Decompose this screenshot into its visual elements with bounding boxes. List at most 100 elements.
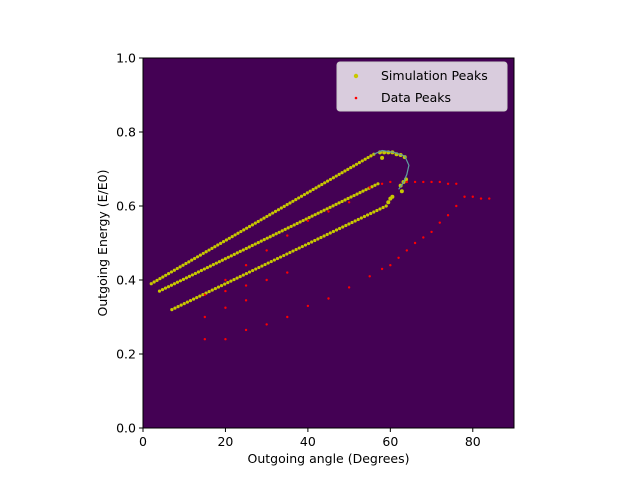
simulation-peak-point — [260, 264, 264, 268]
simulation-peak-point — [233, 233, 237, 237]
simulation-peak-point — [334, 202, 338, 206]
simulation-peak-point — [285, 252, 289, 256]
x-tick-label: 20 — [217, 434, 233, 449]
points-layer — [149, 150, 491, 341]
simulation-peak-point — [256, 219, 260, 224]
simulation-peak-point — [268, 213, 272, 217]
simulation-peak-point — [223, 282, 227, 286]
simulation-peak-point — [325, 179, 330, 183]
simulation-peak-point — [399, 189, 404, 194]
data-peak-point — [265, 278, 268, 282]
data-peak-point — [347, 201, 351, 204]
simulation-peak-point — [220, 258, 224, 262]
simulation-peak-point — [316, 211, 320, 215]
simulation-peak-point — [269, 259, 273, 264]
data-peak-point — [327, 297, 330, 300]
legend-marker-data — [354, 96, 358, 100]
simulation-peak-point — [216, 285, 221, 289]
simulation-peak-point — [247, 245, 251, 249]
data-peak-point — [203, 293, 207, 296]
simulation-peak-point — [352, 164, 356, 168]
simulation-peak-point — [232, 277, 236, 282]
simulation-peak-point — [311, 187, 315, 192]
simulation-peak-point — [247, 270, 252, 274]
x-axis-label: Outgoing angle (Degrees) — [248, 451, 410, 466]
simulation-peak-point — [247, 224, 252, 229]
simulation-peak-point — [160, 288, 165, 292]
simulation-peak-point — [201, 292, 205, 297]
simulation-peak-point — [251, 268, 255, 273]
simulation-peak-point — [250, 243, 254, 248]
simulation-peak-point — [341, 225, 345, 229]
simulation-peak-point — [259, 239, 263, 243]
simulation-peak-point — [316, 237, 320, 241]
simulation-peak-point — [169, 270, 174, 274]
data-peak-point — [265, 323, 268, 326]
simulation-peak-point — [313, 213, 317, 217]
simulation-peak-point — [310, 214, 314, 218]
simulation-peak-point — [297, 196, 301, 200]
simulation-peak-point — [334, 174, 338, 178]
simulation-peak-point — [357, 161, 361, 165]
data-peak-point — [438, 180, 441, 184]
y-tick-label: 0.2 — [116, 347, 136, 362]
data-peak-point — [389, 264, 392, 267]
simulation-peak-point — [328, 231, 332, 235]
simulation-peak-point — [187, 274, 192, 278]
simulation-peak-point — [337, 201, 341, 205]
data-peak-point — [430, 230, 433, 234]
simulation-peak-point — [235, 251, 239, 255]
simulation-peak-point — [288, 201, 292, 205]
simulation-peak-point — [223, 257, 227, 261]
data-peak-point — [389, 180, 392, 184]
simulation-peak-point — [320, 182, 324, 187]
simulation-peak-point — [375, 208, 379, 213]
data-peak-point — [380, 267, 384, 271]
simulation-peak-point — [271, 233, 275, 237]
simulation-peak-point — [253, 242, 257, 246]
simulation-peak-point — [254, 267, 258, 271]
simulation-peak-point — [262, 216, 266, 220]
simulation-peak-point — [163, 286, 168, 290]
simulation-peak-point — [265, 214, 269, 219]
data-peak-point — [463, 195, 466, 198]
simulation-peak-point — [184, 261, 188, 266]
data-peak-point — [306, 219, 310, 222]
simulation-peak-point — [313, 238, 317, 243]
simulation-peak-point — [221, 240, 226, 244]
simulation-peak-point — [192, 297, 196, 301]
y-tick-label: 0.6 — [116, 199, 136, 214]
simulation-peak-point — [207, 289, 211, 294]
data-peak-point — [265, 249, 268, 252]
simulation-peak-point — [356, 217, 360, 222]
data-peak-point — [413, 241, 417, 245]
simulation-peak-point — [289, 224, 293, 229]
simulation-peak-point — [271, 211, 275, 215]
data-peak-point — [347, 286, 351, 289]
data-peak-point — [244, 264, 248, 267]
data-peak-point — [224, 306, 227, 309]
x-tick-label: 80 — [465, 434, 481, 449]
simulation-peak-point — [201, 251, 205, 256]
simulation-peak-point — [278, 255, 283, 259]
simulation-peak-point — [170, 308, 174, 312]
data-peak-point — [368, 275, 371, 278]
simulation-peak-point — [340, 171, 344, 175]
simulation-peak-point — [272, 258, 276, 262]
simulation-peak-point — [244, 271, 249, 276]
simulation-peak-point — [241, 248, 245, 252]
simulation-peak-point — [236, 231, 240, 235]
simulation-peak-point — [164, 273, 168, 277]
simulation-peak-point — [166, 285, 171, 289]
simulation-peak-point — [286, 226, 290, 230]
simulation-peak-point — [152, 280, 156, 284]
simulation-peak-point — [184, 276, 189, 280]
simulation-peak-point — [369, 154, 373, 158]
y-tick-label: 0.4 — [116, 273, 136, 288]
y-tick-label: 0.8 — [116, 125, 136, 140]
simulation-peak-point — [188, 298, 193, 303]
simulation-peak-point — [378, 207, 382, 211]
data-peak-point — [446, 214, 450, 217]
simulation-peak-point — [325, 232, 329, 237]
simulation-peak-point — [216, 243, 220, 247]
